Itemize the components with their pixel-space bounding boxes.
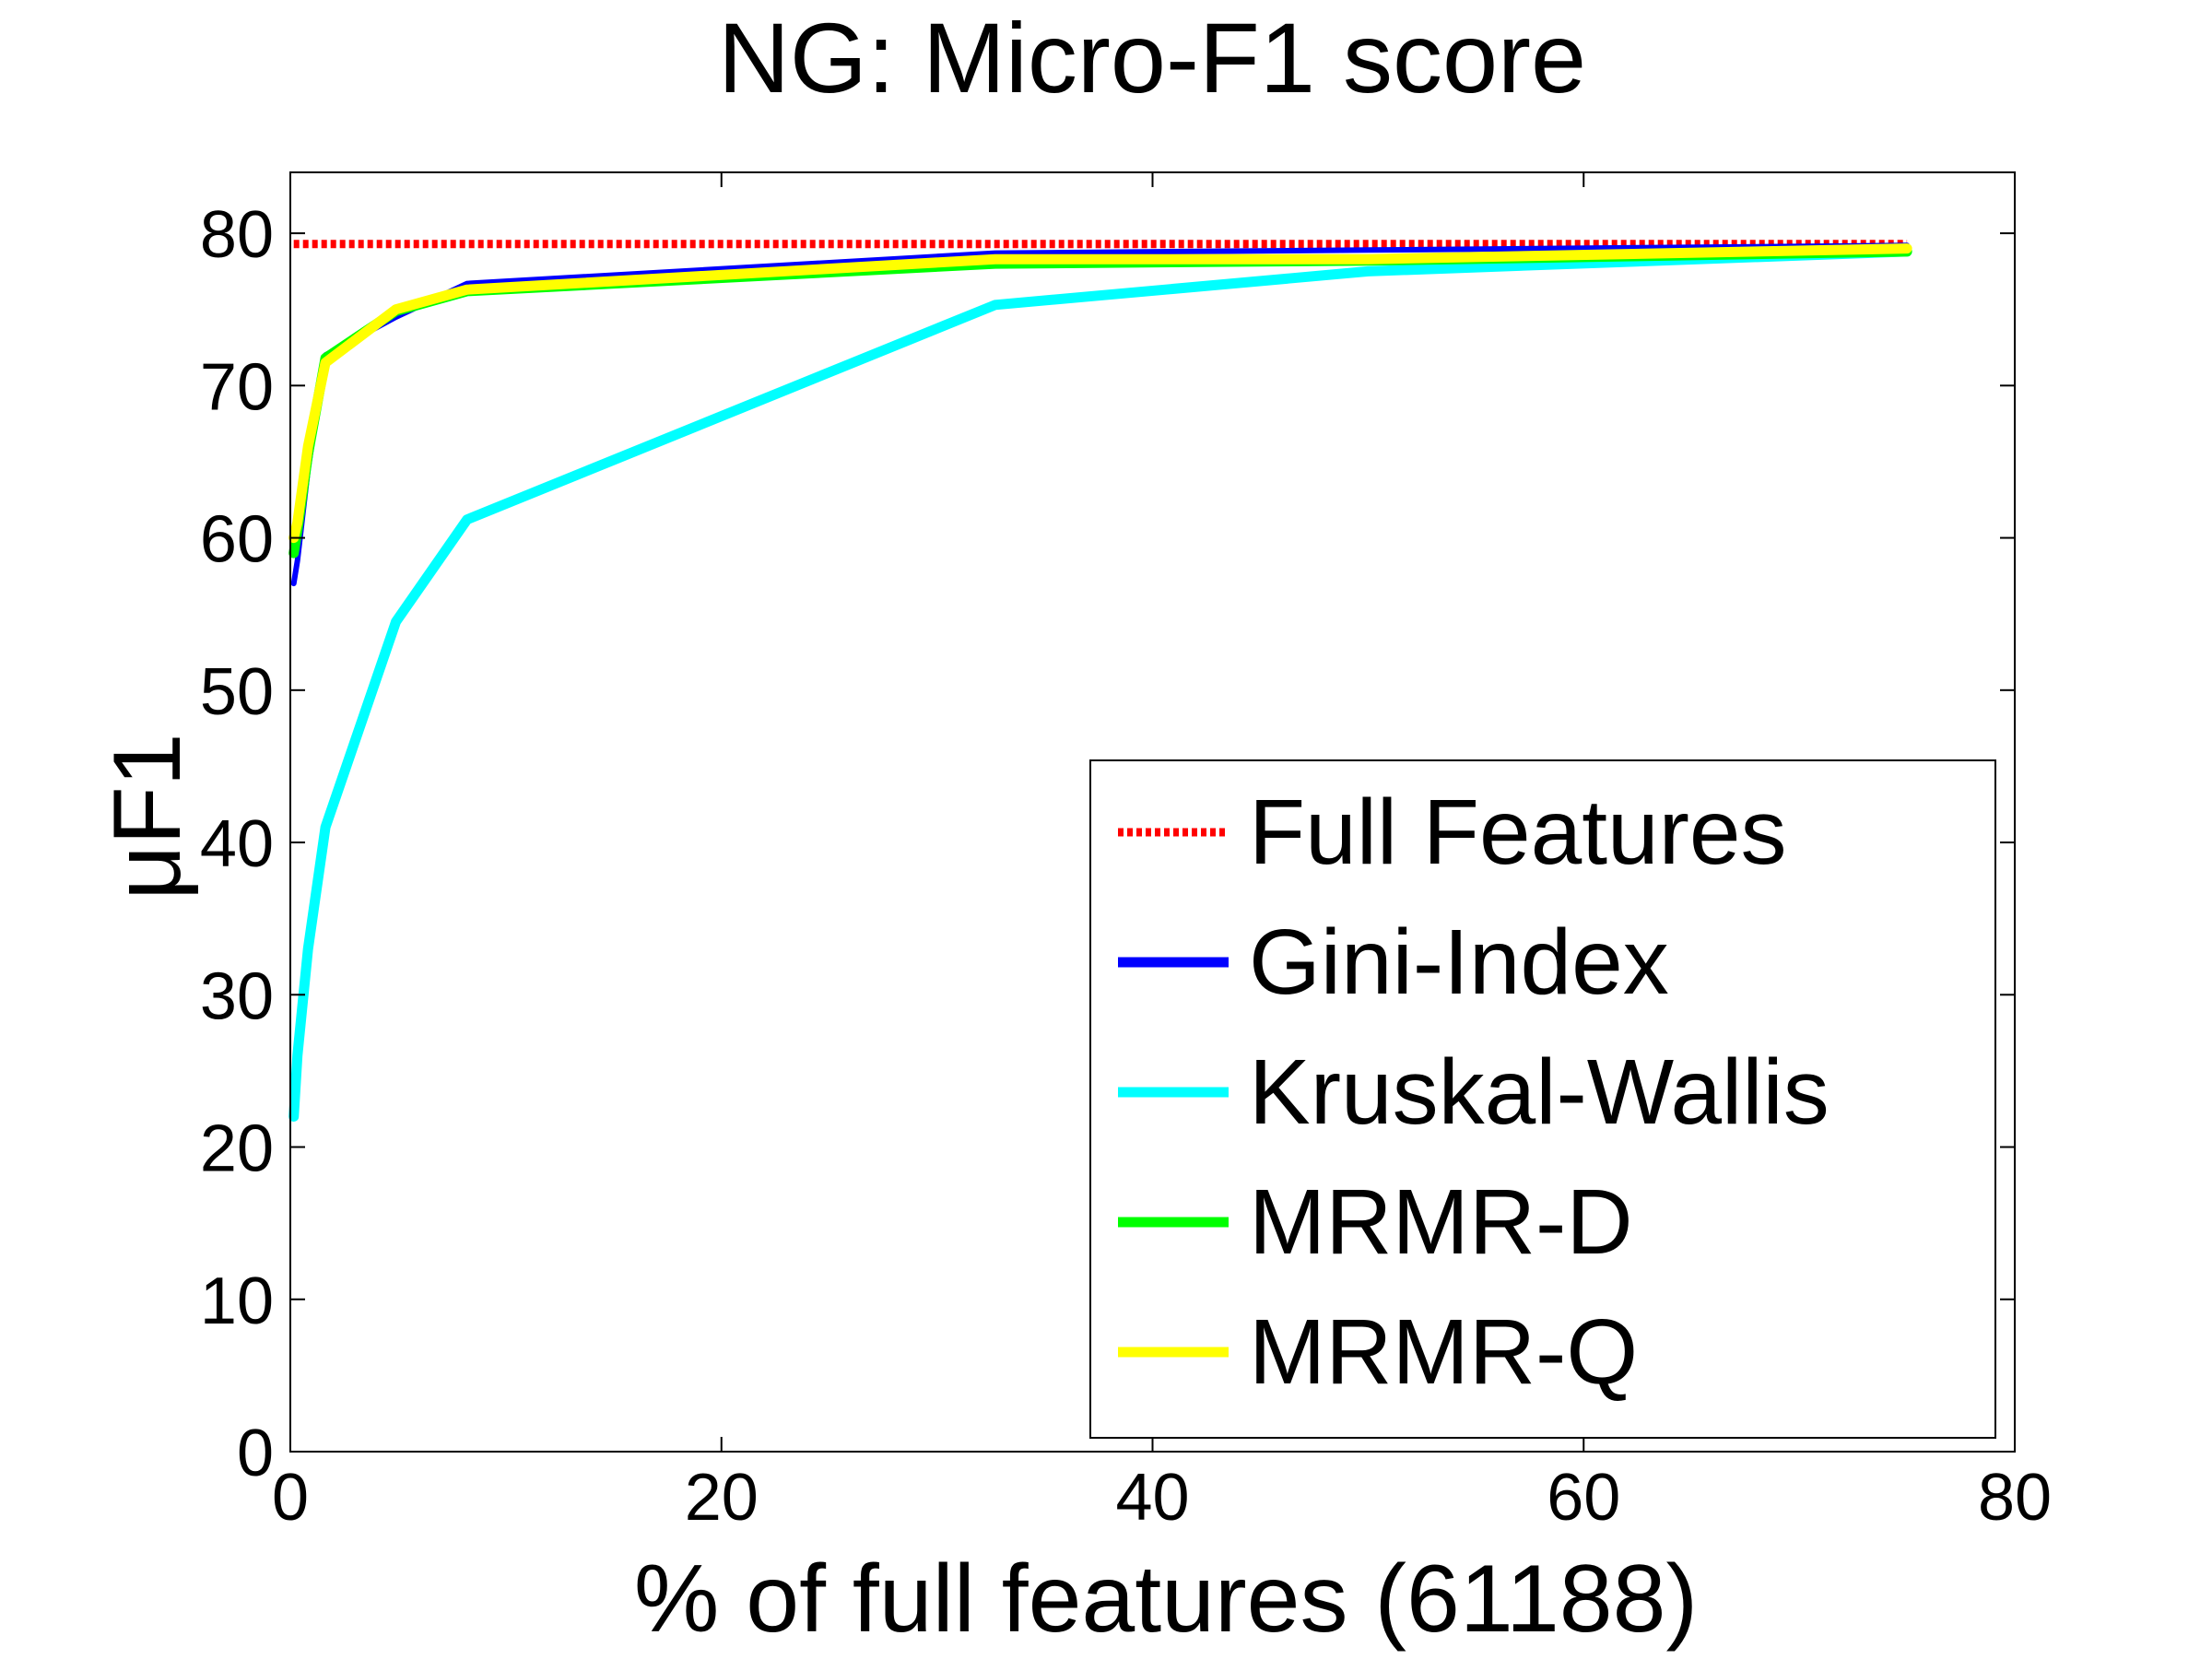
x-tick-label: 40 — [1115, 1461, 1189, 1535]
y-tick-label: 70 — [200, 350, 274, 424]
axes: 0 20 40 60 80 0 10 20 30 40 50 60 70 80 — [200, 171, 2052, 1535]
x-tick-label: 60 — [1547, 1461, 1620, 1535]
x-tick-label: 0 — [272, 1461, 309, 1535]
y-tick-label: 40 — [200, 807, 274, 881]
series-line-kruskal-wallis — [288, 246, 1912, 1122]
y-tick-label: 50 — [200, 655, 274, 729]
y-tick-label: 0 — [237, 1417, 274, 1490]
y-tick-label: 80 — [200, 198, 274, 272]
chart-title: NG: Micro-F1 score — [718, 2, 1586, 113]
legend-label-mrmr-q: MRMR-Q — [1249, 1300, 1638, 1404]
x-tick-label: 80 — [1978, 1461, 2052, 1535]
series-line-mrmr-q — [288, 243, 1912, 544]
legend-box — [1089, 759, 1996, 1439]
x-axis-label: % of full features (61188) — [634, 1546, 1698, 1653]
y-tick-label: 60 — [200, 503, 274, 577]
legend-label-mrmr-d: MRMR-D — [1249, 1171, 1633, 1274]
legend-label-gini-index: Gini-Index — [1249, 911, 1669, 1014]
legend-label-kruskal-wallis: Kruskal-Wallis — [1249, 1041, 1830, 1144]
legend: Full Features Gini-Index Kruskal-Wallis MRM… — [1089, 759, 1996, 1439]
legend-label-full-features: Full Features — [1249, 781, 1787, 884]
y-axis-label: μF1 — [94, 733, 201, 900]
y-tick-label: 30 — [200, 959, 274, 1033]
series-layer — [288, 240, 1912, 1122]
y-tick-label: 10 — [200, 1265, 274, 1338]
x-tick-label: 20 — [685, 1461, 759, 1535]
y-tick-label: 20 — [200, 1112, 274, 1186]
